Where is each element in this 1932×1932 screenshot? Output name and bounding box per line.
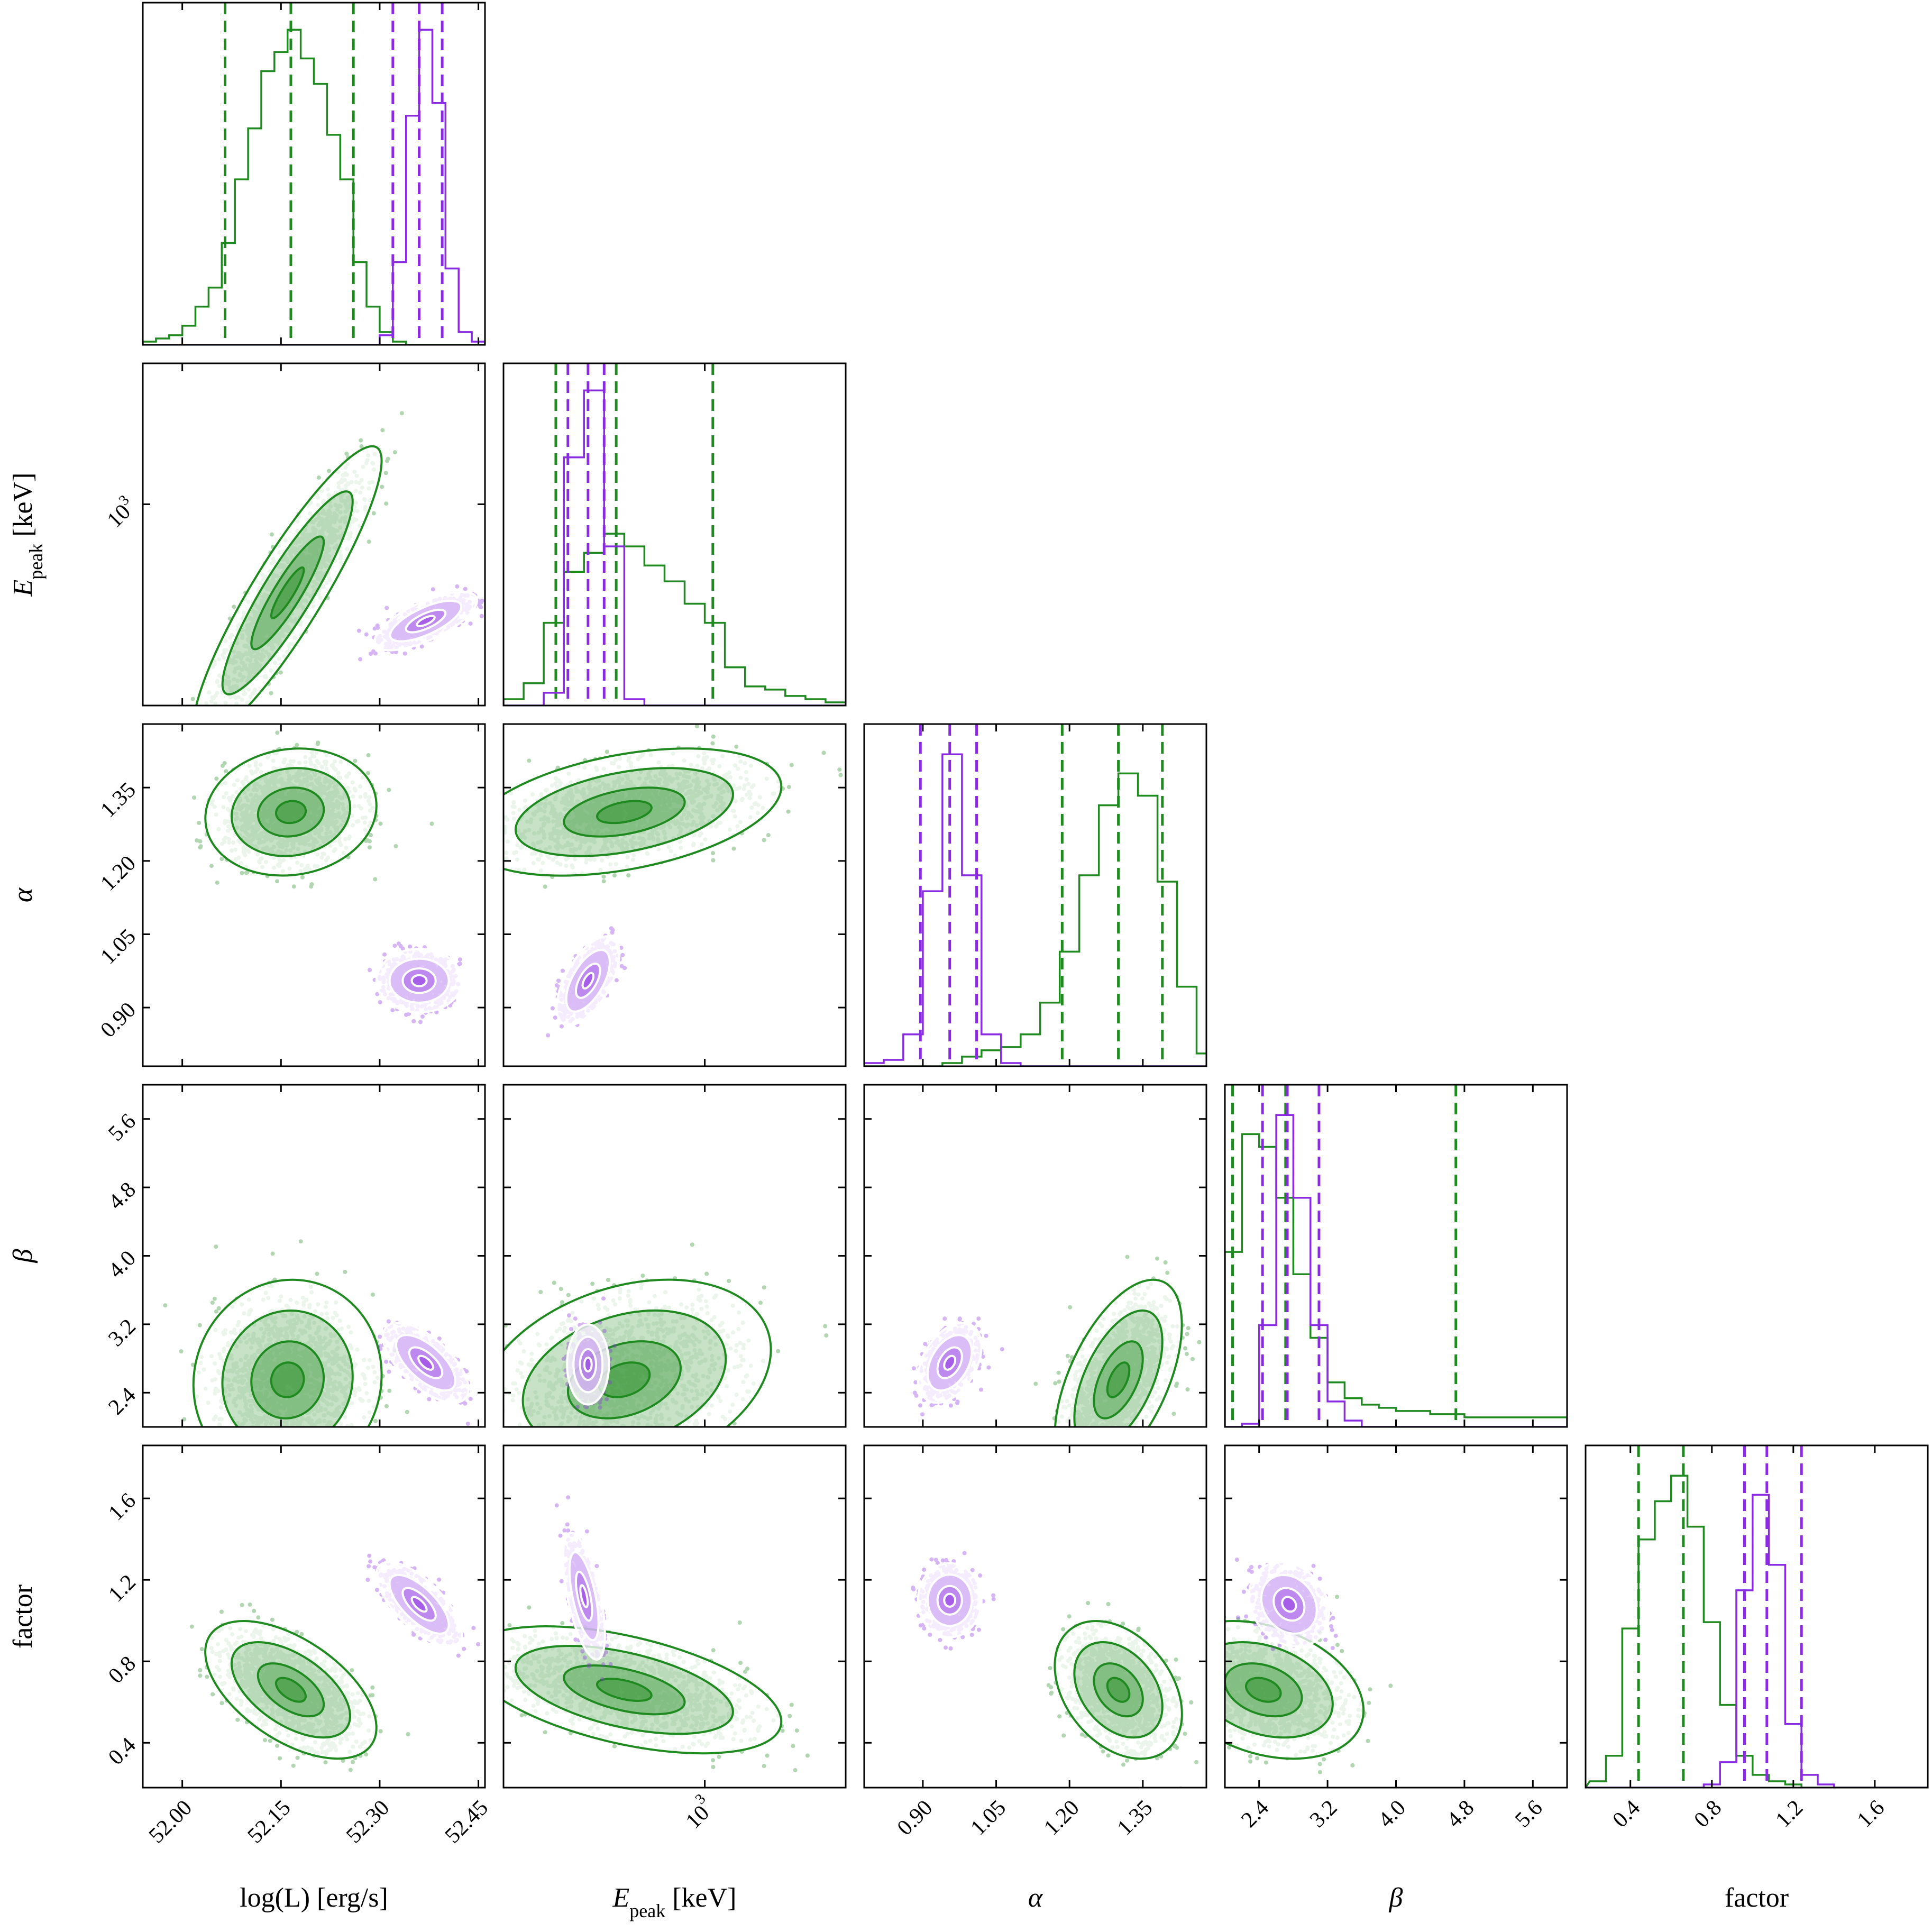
contours-purple-logL|alpha [375,948,463,1014]
hist-panel-alpha [863,723,1207,1067]
xtick-logL-0: 52.00 [144,1796,197,1848]
xtick-factor-3: 1.6 [1853,1796,1890,1833]
contours-purple-Epeak|beta [566,1323,610,1406]
hist-purple-logL [143,29,485,345]
contours-green-Epeak|factor [503,1625,783,1755]
contours-purple-alpha|factor [917,1562,983,1638]
axis-titles-layer: log(L) [erg/s] Epeak [keV] α β factor Epeak [… [8,473,1789,1922]
contours-green-alpha|factor [1054,1619,1183,1760]
ylabel-factor: factor [8,1585,38,1649]
contours-purple-alpha|beta [917,1322,983,1404]
contours-green-logL|beta [192,1278,383,1427]
xtick-alpha-1: 1.05 [966,1796,1010,1840]
contours-purple-logL|Epeak [373,590,479,652]
hist-green-alpha [864,772,1206,1066]
ytick-alpha-1: 1.05 [96,924,140,969]
hist-panel-beta [1224,1084,1568,1428]
joint-panel-logL-factor: 52.00 52.15 52.30 52.45 0.4 0.8 1.2 1.6 [104,1444,493,1848]
contours-green-Epeak|alpha [503,747,783,877]
contours-purple-logL|factor [375,1561,463,1648]
contours-green-alpha|beta [1054,1278,1183,1427]
ytick-factor-0: 0.4 [104,1733,141,1770]
contours-purple-Epeak|alpha [555,935,621,1027]
contours-purple-logL|beta [382,1321,470,1404]
xtick-beta-3: 4.8 [1442,1796,1479,1833]
hist-purple-factor [1586,1494,1928,1788]
hist-panel-Epeak [502,362,847,707]
ytick-alpha-3: 1.35 [96,778,140,822]
ytick-beta-1: 3.2 [104,1314,141,1351]
hist-panel-logL [142,2,486,346]
joint-panel-Epeak-alpha [502,723,847,1067]
joint-panel-Epeak-beta [502,1084,847,1428]
xtick-logL-2: 52.30 [342,1796,394,1848]
hist-green-beta [1225,1133,1567,1427]
contours-green-logL|alpha [204,747,378,877]
contours-green-logL|Epeak [192,445,383,706]
joint-panel-alpha-beta [863,1084,1207,1428]
joint-panel-alpha-factor: 0.90 1.05 1.20 1.35 [863,1444,1207,1840]
xtick-logL-3: 52.45 [441,1796,493,1848]
xtick-logL-1: 52.15 [243,1796,295,1848]
xtick-alpha-2: 1.20 [1039,1796,1084,1840]
joint-panel-logL-beta: 2.4 3.2 4.0 4.8 5.6 [104,1084,486,1428]
ylabel-alpha: α [8,887,38,902]
xtick-beta-2: 4.0 [1374,1796,1411,1833]
xtick-factor-0: 0.4 [1608,1796,1645,1833]
xtick-beta-0: 2.4 [1237,1796,1274,1833]
contours-purple-beta|factor [1248,1561,1331,1648]
ytick-factor-2: 1.2 [104,1570,141,1607]
ylabel-Epeak: Epeak [keV] [8,473,47,597]
hist-green-Epeak [503,533,846,706]
ytick-Epeak-0: 103 [100,492,141,533]
hist-panel-factor: 0.4 0.8 1.2 1.6 [1585,1444,1929,1833]
ytick-beta-4: 5.6 [104,1109,141,1146]
xtick-beta-1: 3.2 [1305,1796,1342,1833]
ytick-beta-2: 4.0 [104,1246,141,1283]
joint-panel-Epeak-factor: 103 [502,1444,847,1834]
ytick-alpha-0: 0.90 [96,997,140,1042]
xtick-alpha-3: 1.35 [1113,1796,1157,1840]
xlabel-beta: β [1389,1883,1403,1913]
ytick-factor-3: 1.6 [104,1488,141,1525]
xtick-beta-4: 5.6 [1510,1796,1548,1833]
contours-green-beta|factor [1225,1619,1365,1760]
contours-green-logL|factor [204,1620,378,1760]
xtick-factor-2: 1.2 [1771,1796,1808,1833]
xtick-alpha-0: 0.90 [893,1796,937,1840]
joint-panel-beta-factor: 2.4 3.2 4.0 4.8 5.6 [1224,1444,1568,1833]
hist-purple-beta [1225,1114,1567,1427]
ytick-beta-3: 4.8 [104,1177,141,1214]
xlabel-factor: factor [1725,1883,1789,1913]
hist-purple-alpha [864,753,1206,1066]
hist-purple-Epeak [503,389,846,706]
xtick-factor-1: 0.8 [1690,1796,1727,1833]
ylabel-beta: β [8,1249,38,1263]
ytick-alpha-2: 1.20 [96,851,140,895]
xtick-Epeak-0: 103 [676,1791,719,1834]
contours-purple-Epeak|factor [562,1531,606,1661]
joint-panel-logL-alpha: 0.90 1.05 1.20 1.35 [96,723,486,1067]
xlabel-alpha: α [1028,1883,1043,1913]
joint-panel-logL-Epeak: 103 [100,362,486,707]
hist-green-logL [143,29,485,345]
xlabel-Epeak: Epeak [keV] [612,1883,737,1921]
hist-green-factor [1586,1475,1928,1788]
ytick-factor-1: 0.8 [104,1652,141,1689]
ytick-beta-0: 2.4 [104,1383,141,1420]
xlabel-logL: log(L) [erg/s] [240,1883,388,1913]
